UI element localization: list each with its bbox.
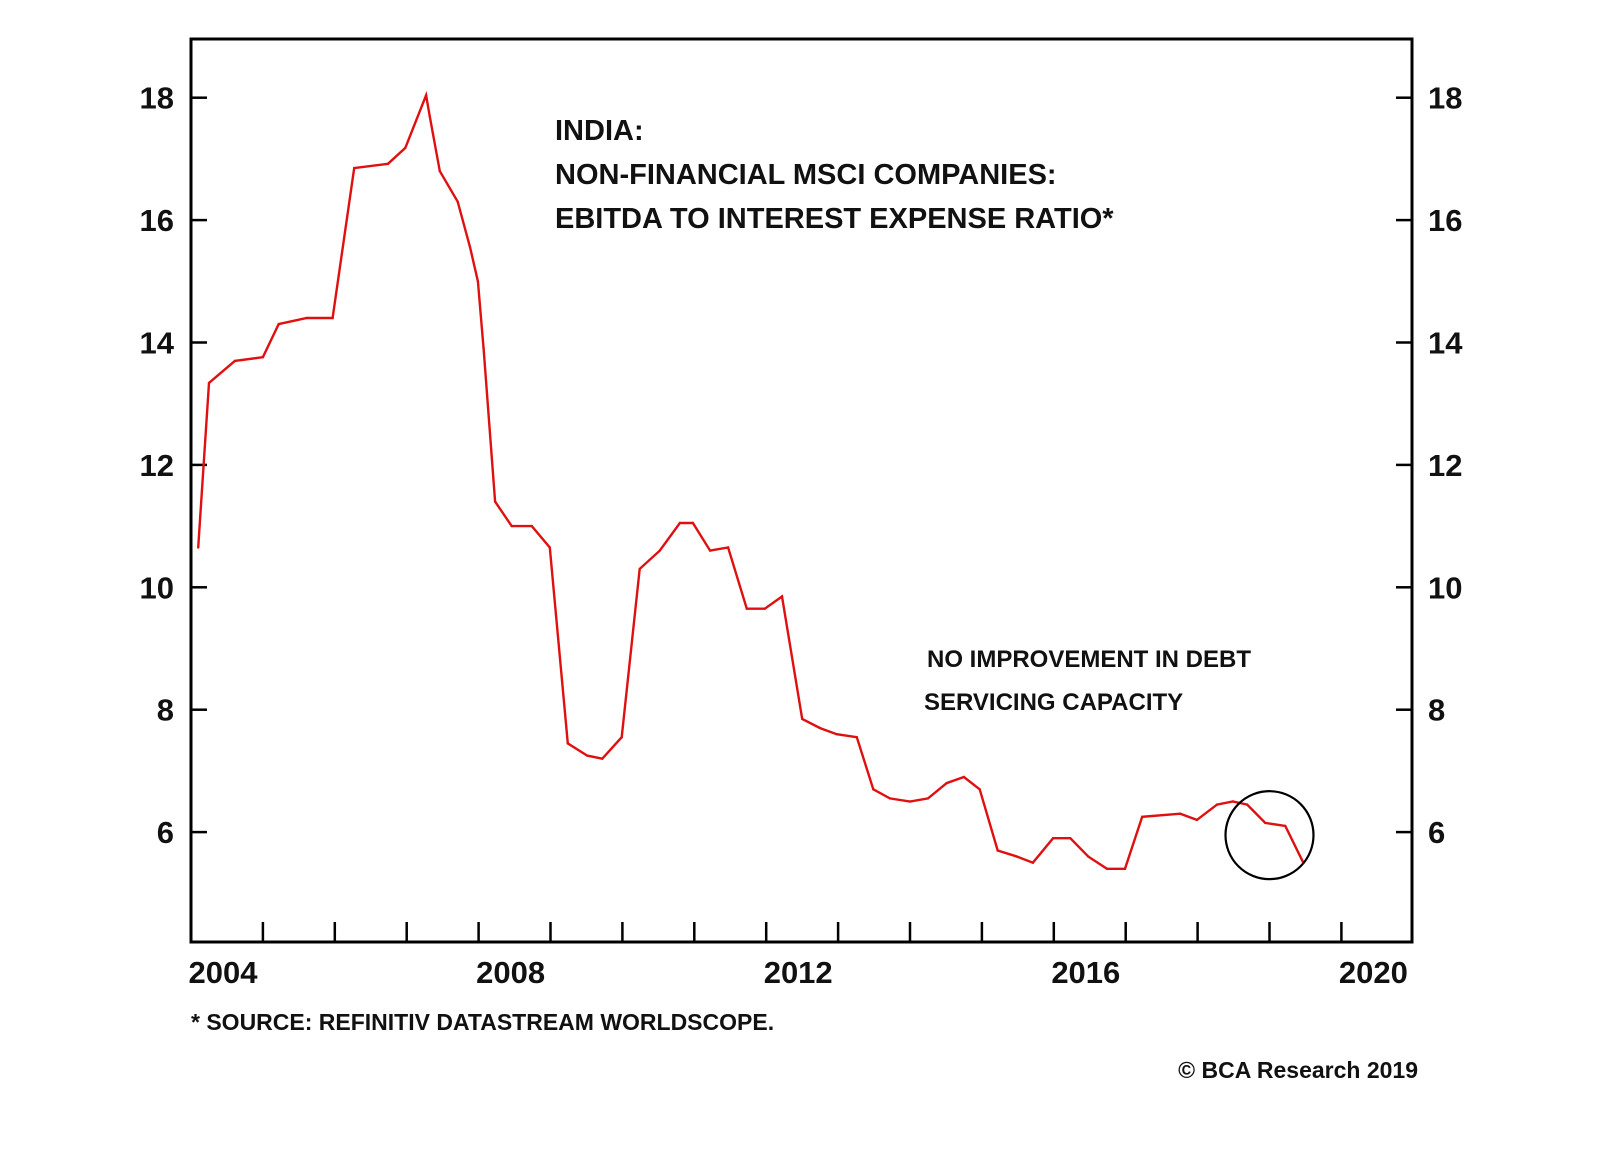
data-point	[745, 607, 748, 610]
x-tick-label: 2008	[476, 955, 545, 990]
data-point	[638, 567, 641, 571]
data-point	[945, 781, 948, 785]
data-point	[493, 500, 497, 503]
y-tick-label-right: 12	[1428, 448, 1462, 483]
data-point	[658, 549, 661, 552]
chart-title-line-2: NON-FINANCIAL MSCI COMPANIES:	[555, 159, 1057, 191]
x-axis-labels: 2004 2008 2012 2016 2020	[189, 955, 1408, 990]
chart-title-line-3: EBITDA TO INTEREST EXPENSE RATIO*	[555, 203, 1114, 235]
data-point	[424, 94, 428, 97]
data-point	[620, 736, 623, 739]
data-point	[835, 733, 838, 736]
data-point	[197, 546, 200, 549]
data-point	[331, 316, 334, 320]
x-tick-label: 2020	[1339, 955, 1408, 990]
data-point	[353, 166, 356, 170]
annotation-text-line-1: NO IMPROVEMENT IN DEBT	[927, 646, 1251, 673]
data-point	[888, 797, 892, 800]
x-tick-label: 2004	[189, 955, 259, 990]
data-point	[801, 717, 804, 721]
data-point	[305, 316, 308, 320]
data-point	[476, 280, 480, 283]
series-line	[197, 90, 1305, 870]
data-point	[872, 788, 875, 791]
data-point	[978, 788, 981, 791]
data-point	[1179, 812, 1182, 815]
data-point	[1105, 867, 1109, 870]
data-point	[386, 162, 390, 165]
x-ticks	[261, 922, 1343, 942]
data-point	[548, 546, 551, 549]
x-tick-label: 2016	[1051, 955, 1120, 990]
data-point	[510, 524, 513, 528]
plot-frame	[189, 37, 1414, 944]
y-axis-labels-left: 6 8 10 12 14 16 18	[140, 81, 175, 850]
data-point	[1123, 867, 1127, 870]
data-point	[962, 775, 966, 779]
data-point	[1051, 837, 1055, 840]
data-point	[530, 524, 533, 528]
data-point	[207, 381, 211, 385]
y-tick-label-left: 16	[140, 203, 174, 238]
data-point	[586, 754, 589, 757]
data-point	[678, 521, 682, 525]
y-axis-labels-right: 6 8 10 12 14 16 18	[1428, 81, 1463, 850]
data-point	[1087, 855, 1090, 858]
data-point	[1069, 837, 1072, 840]
copyright: © BCA Research 2019	[1178, 1057, 1418, 1083]
y-tick-label-right: 8	[1428, 693, 1445, 728]
data-point	[1284, 824, 1287, 828]
data-point	[708, 549, 712, 552]
data-point	[1015, 855, 1019, 858]
footnote: * SOURCE: REFINITIV DATASTREAM WORLDSCOP…	[191, 1009, 774, 1035]
data-point	[1031, 861, 1035, 864]
data-point	[233, 359, 237, 363]
y-tick-label-left: 8	[157, 693, 174, 728]
data-point	[763, 607, 766, 610]
data-point	[926, 797, 930, 800]
chart-title-line-1: INDIA:	[555, 115, 644, 147]
data-point	[601, 757, 604, 760]
data-point	[1195, 818, 1199, 822]
data-point	[428, 114, 431, 118]
series-points	[197, 94, 1305, 870]
data-point	[1141, 815, 1144, 818]
data-point	[908, 800, 912, 803]
annotation-text-line-2: SERVICING CAPACITY	[924, 689, 1183, 716]
data-point	[996, 849, 999, 852]
data-point	[726, 546, 730, 549]
data-point	[1246, 803, 1249, 806]
data-point	[456, 200, 459, 203]
data-point	[277, 322, 280, 326]
y-tick-label-right: 18	[1428, 81, 1462, 116]
data-point	[780, 595, 784, 598]
data-point	[1215, 803, 1219, 806]
data-point	[855, 736, 858, 739]
data-point	[1231, 800, 1235, 803]
y-tick-label-left: 10	[140, 570, 174, 605]
y-tick-label-left: 18	[140, 81, 174, 116]
data-point	[482, 347, 485, 350]
y-tick-label-right: 6	[1428, 815, 1445, 850]
y-tick-label-right: 14	[1428, 326, 1463, 361]
y-ticks-right	[1396, 96, 1412, 834]
y-tick-label-left: 6	[157, 815, 174, 850]
y-tick-label-right: 16	[1428, 203, 1462, 238]
data-point	[261, 356, 265, 359]
x-tick-label: 2012	[764, 955, 833, 990]
y-tick-label-right: 10	[1428, 570, 1462, 605]
data-point	[404, 146, 407, 150]
data-point	[438, 169, 441, 173]
data-point	[1264, 821, 1267, 825]
y-tick-label-left: 12	[140, 448, 174, 483]
data-point	[468, 245, 472, 249]
data-point	[691, 521, 695, 525]
annotation-circle	[1224, 790, 1315, 881]
y-tick-label-left: 14	[140, 326, 175, 361]
data-point	[566, 742, 569, 745]
data-point	[818, 726, 822, 730]
